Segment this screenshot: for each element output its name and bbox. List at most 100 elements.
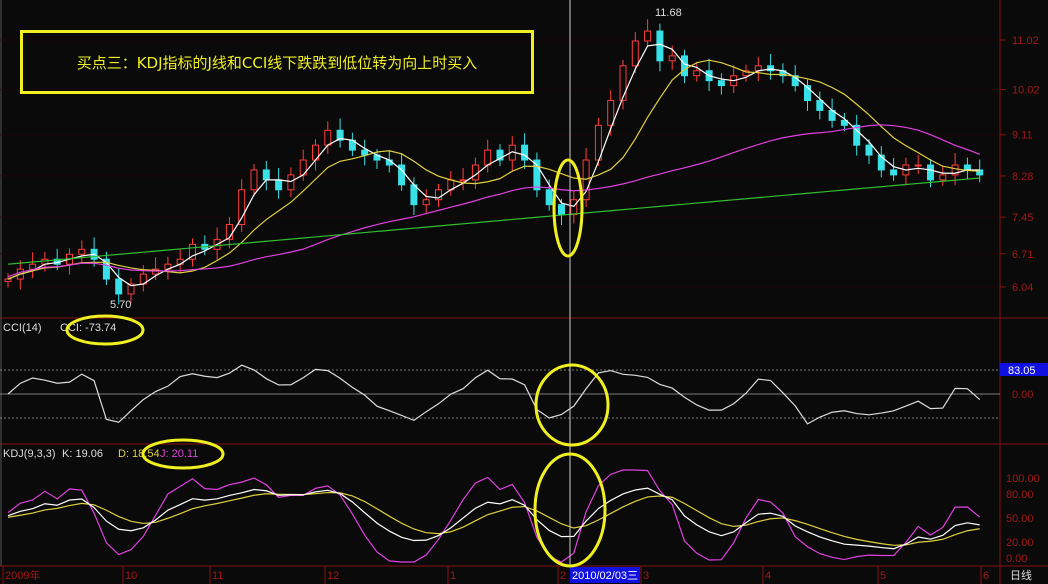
- cursor-date-box: [570, 567, 640, 583]
- date-tick-label: 4: [765, 570, 771, 582]
- candle-body: [853, 124, 861, 146]
- candle-body: [127, 283, 135, 295]
- kdj-k-line: [7, 487, 980, 550]
- date-tick-label: 5: [880, 570, 886, 582]
- candle-body: [275, 179, 283, 191]
- candle-body: [287, 174, 295, 191]
- candle-body: [644, 30, 652, 42]
- highlight-ellipse: [141, 438, 225, 470]
- candle-body: [668, 55, 676, 62]
- price-tick-label: 10.02: [1012, 85, 1040, 97]
- candle-body: [631, 40, 639, 67]
- candle-body: [890, 169, 898, 176]
- date-tick-label: 6: [983, 570, 989, 582]
- candle-body: [939, 174, 947, 181]
- candle-body: [927, 164, 934, 181]
- cci-title: CCI(14): [3, 322, 42, 334]
- candle-body: [607, 100, 615, 126]
- date-tick-label: 10: [125, 570, 137, 582]
- kdj-tick-label: 80.00: [1006, 489, 1034, 501]
- cci-marker-box: [1000, 363, 1048, 376]
- candle-body: [336, 129, 344, 141]
- candle-body: [435, 189, 442, 201]
- low-price-label: 5.70: [110, 299, 131, 311]
- candle-body: [914, 164, 922, 167]
- candle-body: [570, 199, 578, 216]
- date-tick-label: 11: [212, 570, 223, 582]
- candle-body: [767, 65, 775, 72]
- kdj-tick-label: 0.00: [1006, 553, 1027, 565]
- ma-mid-line: [7, 59, 980, 280]
- candle-body: [816, 100, 824, 111]
- candle-body: [422, 199, 430, 206]
- price-tick-label: 7.45: [1012, 212, 1033, 224]
- ma-short-line: [7, 43, 980, 287]
- candle-body: [619, 65, 627, 102]
- ma-long-line: [7, 124, 980, 278]
- kdj-j-value: J: 20.11: [160, 448, 198, 460]
- price-tick-label: 9.11: [1012, 130, 1033, 142]
- kdj-title: KDJ(9,3,3): [3, 448, 56, 460]
- price-tick-label: 6.04: [1012, 282, 1033, 294]
- cci-value: CCI: -73.74: [60, 322, 116, 334]
- candle-body: [189, 243, 196, 260]
- candle-body: [717, 80, 725, 87]
- candle-body: [681, 55, 688, 77]
- cci-marker-value: 83.05: [1008, 365, 1036, 377]
- kdj-tick-label: 100.00: [1006, 473, 1040, 485]
- candle-body: [521, 144, 529, 161]
- highlight-ellipse: [65, 314, 145, 346]
- date-tick-label: 1: [450, 570, 456, 582]
- kdj-tick-label: 50.00: [1006, 513, 1034, 525]
- candle-body: [4, 278, 12, 283]
- highlight-ellipse: [534, 363, 610, 447]
- candle-body: [840, 119, 848, 126]
- annotation-box: 买点三：KDJ指标的J线和CCI线下跌跌到低位转为向上时买入: [20, 30, 534, 94]
- date-tick-label: 12: [327, 570, 339, 582]
- candle-body: [115, 278, 123, 295]
- date-tick-label: 2: [560, 570, 566, 582]
- candle-body: [496, 149, 504, 161]
- kdj-j-line: [7, 469, 981, 563]
- candle-body: [865, 144, 873, 156]
- candle-body: [951, 164, 959, 176]
- candle-body: [963, 164, 971, 171]
- candle-body: [656, 30, 664, 62]
- price-tick-label: 8.28: [1012, 171, 1033, 183]
- period-label: 日线: [1010, 568, 1032, 582]
- candle-body: [29, 263, 37, 270]
- candle-body: [804, 85, 811, 102]
- cci-tick-label: 0.00: [1012, 389, 1033, 401]
- high-price-label: 11.68: [655, 7, 682, 19]
- kdj-d-line: [7, 491, 980, 546]
- candle-body: [545, 189, 553, 206]
- candle-body: [410, 184, 418, 206]
- candle-body: [152, 268, 160, 275]
- candle-body: [791, 75, 799, 87]
- cursor-date: 2010/02/03三: [572, 570, 638, 582]
- candle-body: [238, 189, 246, 226]
- candle-body: [361, 149, 369, 156]
- candle-body: [484, 149, 492, 166]
- candle-body: [262, 169, 270, 181]
- candle-body: [558, 204, 565, 216]
- cci-line: [7, 364, 981, 425]
- candle-body: [459, 179, 467, 182]
- kdj-tick-label: 20.00: [1006, 537, 1034, 549]
- candle-body: [78, 248, 86, 255]
- candle-body: [877, 154, 885, 171]
- kdj-d-value: D: 18.54: [118, 448, 160, 460]
- candle-body: [693, 70, 701, 77]
- kdj-k-value: K: 19.06: [62, 448, 103, 460]
- candle-body: [324, 129, 332, 146]
- date-tick-label: 2009年: [5, 568, 40, 582]
- ma-longest-line: [7, 177, 980, 265]
- candle-body: [533, 159, 541, 191]
- price-tick-label: 6.71: [1012, 249, 1033, 261]
- highlight-ellipse: [552, 158, 584, 258]
- candle-body: [471, 164, 479, 181]
- candle-body: [250, 169, 258, 191]
- price-tick-label: 11.02: [1012, 35, 1039, 47]
